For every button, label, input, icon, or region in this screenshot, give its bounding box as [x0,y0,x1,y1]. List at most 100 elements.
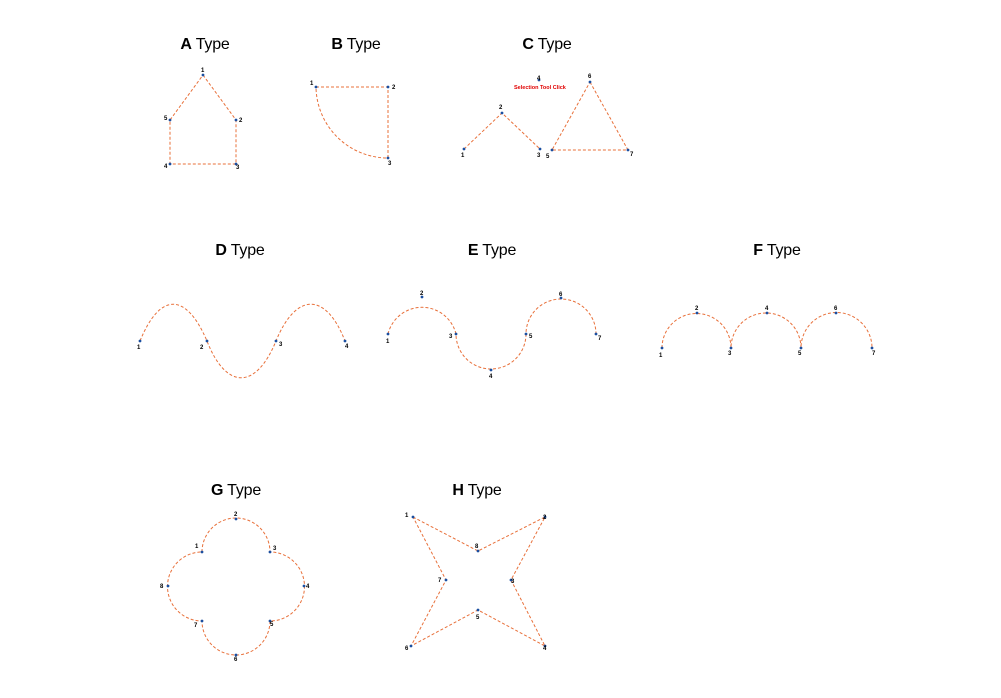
anchor-point-a-2[interactable] [234,118,238,122]
anchor-point-h-8[interactable] [476,549,480,553]
point-label-f-1: 1 [659,353,663,359]
point-label-h-2: 2 [543,515,547,521]
point-label-g-8: 8 [160,584,164,590]
anchor-point-a-4[interactable] [168,162,172,166]
anchor-point-h-1[interactable] [411,515,415,519]
anchor-point-g-1[interactable] [200,550,204,554]
anchor-point-a-5[interactable] [168,118,172,122]
point-label-e-3: 3 [449,334,453,340]
path-a[interactable] [169,74,237,165]
anchor-point-g-4[interactable] [302,584,306,588]
point-label-e-5: 5 [529,334,533,340]
anchor-point-f-6[interactable] [834,311,838,315]
anchor-point-h-4[interactable] [543,644,547,648]
anchor-point-a-3[interactable] [234,162,238,166]
anchor-point-d-2[interactable] [205,339,209,343]
anchor-point-h-6[interactable] [409,644,413,648]
point-label-g-3: 3 [273,546,277,552]
anchor-point-c-7[interactable] [626,148,630,152]
anchor-point-f-4[interactable] [765,311,769,315]
point-label-d-2: 2 [200,345,204,351]
point-label-d-1: 1 [137,345,141,351]
anchor-point-g-8[interactable] [166,584,170,588]
point-label-g-7: 7 [194,623,198,629]
anchor-point-e-1[interactable] [386,332,390,336]
anchor-point-d-4[interactable] [343,339,347,343]
title-b-type: B Type [331,36,381,53]
title-a-type: A Type [180,36,230,53]
anchor-point-d-3[interactable] [274,339,278,343]
point-label-h-6: 6 [405,646,409,652]
anchor-point-e-4[interactable] [489,368,493,372]
title-d-type: D Type [215,242,265,259]
path-d[interactable] [139,303,346,379]
anchor-point-e-7[interactable] [594,332,598,336]
anchor-point-g-7[interactable] [200,619,204,623]
anchor-point-c-5[interactable] [550,148,554,152]
anchor-point-g-5[interactable] [268,619,272,623]
anchor-point-f-5[interactable] [799,346,803,350]
shape-d [139,303,346,379]
path-b[interactable] [315,86,389,159]
point-label-g-4: 4 [306,584,310,590]
point-label-c-6: 6 [588,74,592,80]
anchor-point-h-5[interactable] [476,608,480,612]
point-label-f-3: 3 [728,351,732,357]
path-c-triangle[interactable] [551,80,629,151]
anchor-point-g-3[interactable] [268,550,272,554]
point-label-c-7: 7 [630,152,634,158]
anchor-point-g-2[interactable] [234,517,238,521]
anchor-point-f-3[interactable] [729,346,733,350]
anchor-point-c-6[interactable] [588,80,592,84]
point-label-f-7: 7 [872,351,876,357]
anchor-point-c-3[interactable] [538,147,542,151]
point-label-g-5: 5 [270,622,274,628]
path-h[interactable] [409,515,547,648]
point-label-a-3: 3 [236,165,240,171]
anchor-point-h-2[interactable] [543,515,547,519]
anchor-point-c-2[interactable] [500,111,504,115]
anchor-point-h-7[interactable] [444,578,448,582]
anchor-point-c-1[interactable] [462,147,466,151]
shape-c: Selection Tool Click [463,80,629,151]
shape-b [315,86,389,159]
point-label-h-5: 5 [476,615,480,621]
path-e[interactable] [387,298,597,370]
path-g[interactable] [167,517,305,656]
path-c-open[interactable] [463,112,541,150]
anchor-point-c-4[interactable] [537,78,541,82]
anchor-point-e-2[interactable] [420,295,424,299]
anchor-point-e-6[interactable] [559,296,563,300]
selection-tool-click-note: Selection Tool Click [514,85,567,91]
point-label-a-1: 1 [201,68,205,74]
title-h-type: H Type [452,482,502,499]
point-label-g-2: 2 [234,512,238,518]
point-label-h-8: 8 [475,544,479,550]
point-label-b-1: 1 [310,81,314,87]
point-label-h-1: 1 [405,513,409,519]
point-label-f-2: 2 [695,306,699,312]
point-label-f-5: 5 [798,351,802,357]
anchor-point-b-1[interactable] [314,85,318,89]
anchor-point-a-1[interactable] [201,73,205,77]
point-label-e-7: 7 [598,336,602,342]
anchor-point-f-7[interactable] [870,346,874,350]
point-label-a-2: 2 [239,118,243,124]
anchor-point-b-3[interactable] [386,156,390,160]
anchor-point-e-3[interactable] [454,332,458,336]
point-label-c-3: 3 [537,153,541,159]
point-label-e-2: 2 [420,291,424,297]
anchor-point-g-6[interactable] [234,653,238,657]
point-label-h-7: 7 [438,578,442,584]
anchor-point-d-1[interactable] [138,339,142,343]
shape-a [169,74,237,165]
anchor-point-b-2[interactable] [386,85,390,89]
point-label-h-3: 3 [511,579,515,585]
point-label-f-6: 6 [834,306,838,312]
path-f[interactable] [661,312,873,349]
anchor-point-f-1[interactable] [660,346,664,350]
anchor-point-h-3[interactable] [509,578,513,582]
anchor-point-f-2[interactable] [695,311,699,315]
anchor-point-e-5[interactable] [524,332,528,336]
